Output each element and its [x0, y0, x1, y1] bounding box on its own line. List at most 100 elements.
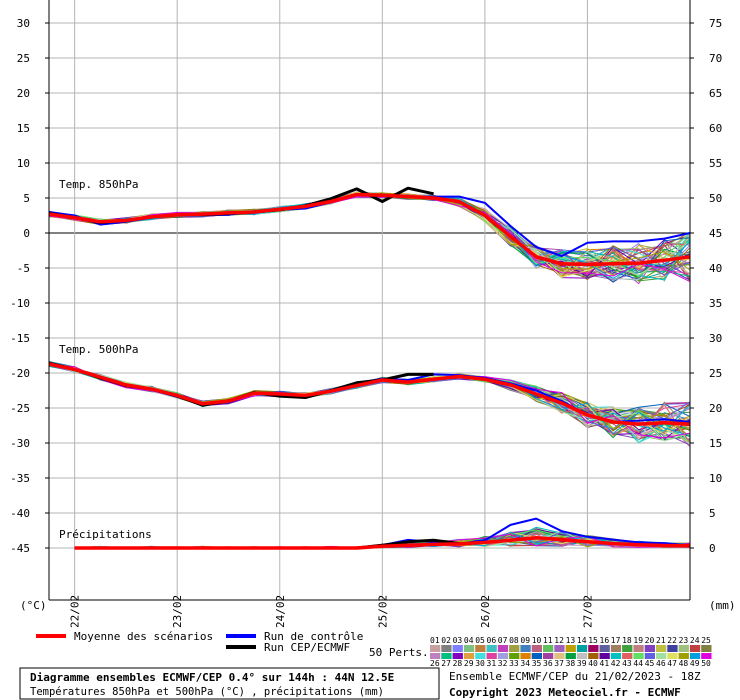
- member-label-bottom: 39: [577, 659, 587, 668]
- member-label-top: 12: [554, 636, 564, 645]
- y-right-tick-label: 20: [709, 402, 722, 415]
- x-tick-label: 26/02: [479, 595, 492, 628]
- y-right-unit: (mm): [709, 599, 736, 612]
- y-right-tick-label: 75: [709, 17, 722, 30]
- member-label-bottom: 45: [645, 659, 655, 668]
- y-left-tick-label: -35: [10, 472, 30, 485]
- y-right-tick-label: 65: [709, 87, 722, 100]
- member-swatch-bottom: [599, 653, 610, 659]
- label-temp-500: Temp. 500hPa: [59, 343, 138, 356]
- member-swatch-top: [452, 645, 463, 652]
- member-label-top: 05: [475, 636, 485, 645]
- member-swatch-top: [531, 645, 542, 652]
- member-swatch-bottom: [667, 653, 678, 659]
- member-swatch-top: [610, 645, 622, 652]
- y-left-tick-label: -25: [10, 402, 30, 415]
- member-label-bottom: 33: [509, 659, 519, 668]
- member-label-bottom: 50: [701, 659, 711, 668]
- member-swatch-bottom: [543, 653, 554, 659]
- member-label-bottom: 27: [441, 659, 451, 668]
- member-label-bottom: 30: [475, 659, 485, 668]
- grid: [49, 0, 690, 600]
- member-label-bottom: 31: [487, 659, 497, 668]
- source-line: Ensemble ECMWF/CEP du 21/02/2023 - 18Z: [449, 670, 701, 683]
- member-swatch-bottom: [509, 653, 520, 659]
- member-swatch-top: [667, 645, 678, 652]
- y-right-tick-label: 60: [709, 122, 722, 135]
- legend-mean-label: Moyenne des scénarios: [74, 630, 213, 643]
- copyright: Copyright 2023 Meteociel.fr - ECMWF: [449, 686, 681, 699]
- y-left-tick-label: -10: [10, 297, 30, 310]
- member-swatch-bottom: [576, 653, 588, 659]
- member-label-bottom: 44: [633, 659, 643, 668]
- y-left-tick-label: -20: [10, 367, 30, 380]
- member-swatch-top: [475, 645, 486, 652]
- member-swatch-bottom: [678, 653, 689, 659]
- member-swatch-bottom: [565, 653, 576, 659]
- member-swatch-bottom: [531, 653, 542, 659]
- member-label-top: 19: [633, 636, 643, 645]
- x-tick-label: 27/02: [581, 595, 594, 628]
- member-label-top: 21: [656, 636, 666, 645]
- legend-perts-label: 50 Perts.: [369, 646, 429, 659]
- member-label-top: 15: [588, 636, 598, 645]
- y-left-tick-label: -5: [17, 262, 30, 275]
- mean-precip-line: [74, 536, 691, 550]
- title-box: [19, 667, 440, 700]
- member-swatch-top: [497, 645, 509, 652]
- member-label-bottom: 42: [611, 659, 621, 668]
- legend-oper-label: Run CEP/ECMWF: [264, 641, 350, 654]
- y-left-tick-label: -15: [10, 332, 30, 345]
- member-swatch-top: [644, 645, 655, 652]
- y-right-tick-label: 55: [709, 157, 722, 170]
- y-left-tick-label: -40: [10, 507, 30, 520]
- member-swatch-top: [656, 645, 667, 652]
- y-left-unit: (°C): [20, 599, 47, 612]
- member-label-bottom: 49: [690, 659, 700, 668]
- member-label-bottom: 41: [600, 659, 610, 668]
- member-swatch-bottom: [497, 653, 509, 659]
- member-swatch-top: [588, 645, 599, 652]
- member-color-grid: 01 02 03 04 05 06 07 08 09 10 11 12 13 14 15 16 17 18 19 20…: [430, 636, 712, 668]
- member-swatch-top: [599, 645, 610, 652]
- member-swatch-top: [678, 645, 689, 652]
- y-left-tick-label: 5: [23, 192, 30, 205]
- member-swatch-bottom: [463, 653, 475, 659]
- member-label-top: 02: [441, 636, 451, 645]
- y-right-tick-label: 30: [709, 332, 722, 345]
- y-right-tick-label: 50: [709, 192, 722, 205]
- x-tick-label: 25/02: [376, 595, 389, 628]
- member-label-top: 24: [690, 636, 700, 645]
- member-label-bottom: 46: [656, 659, 666, 668]
- member-swatch-top: [509, 645, 520, 652]
- member-swatch-top: [520, 645, 531, 652]
- member-label-top: 22: [667, 636, 677, 645]
- member-swatch-bottom: [452, 653, 463, 659]
- chart-subtitle: Températures 850hPa et 500hPa (°C) , pré…: [30, 686, 384, 698]
- member-label-top: 03: [453, 636, 463, 645]
- member-label-top: 06: [487, 636, 497, 645]
- member-label-top: 23: [679, 636, 689, 645]
- member-swatch-top: [633, 645, 644, 652]
- member-swatch-bottom: [554, 653, 565, 659]
- member-label-top: 08: [509, 636, 519, 645]
- member-label-bottom: 43: [622, 659, 632, 668]
- mean-t500-line: [48, 362, 691, 426]
- member-swatch-bottom: [689, 653, 701, 659]
- member-label-top: 01: [430, 636, 440, 645]
- member-swatch-bottom: [441, 653, 452, 659]
- member-label-bottom: 48: [679, 659, 689, 668]
- y-left-tick-label: -45: [10, 542, 30, 555]
- member-swatch-bottom: [644, 653, 655, 659]
- y-right-tick-label: 35: [709, 297, 722, 310]
- chart-title: Diagramme ensembles ECMWF/CEP 0.4° sur 1…: [30, 671, 394, 684]
- member-swatch-bottom: [475, 653, 486, 659]
- member-label-bottom: 26: [430, 659, 440, 668]
- member-swatch-top: [701, 645, 712, 652]
- y-left-tick-label: 25: [17, 52, 30, 65]
- member-swatch-bottom: [656, 653, 667, 659]
- y-right-tick-label: 5: [709, 507, 716, 520]
- member-swatch-top: [441, 645, 452, 652]
- y-left-tick-label: 15: [17, 122, 30, 135]
